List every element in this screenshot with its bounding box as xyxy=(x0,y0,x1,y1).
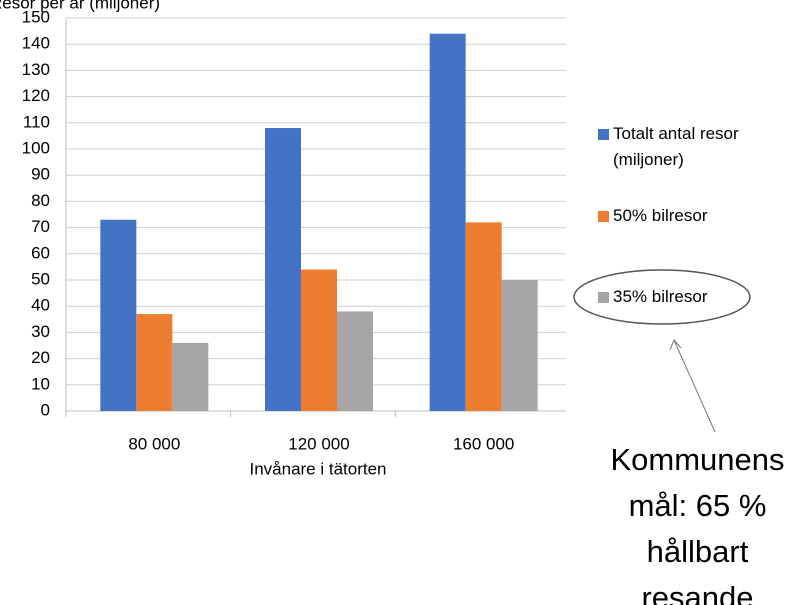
legend-label: 50% bilresor xyxy=(613,206,708,225)
legend-label: 35% bilresor xyxy=(613,287,708,306)
x-tick-label: 80 000 xyxy=(128,434,180,453)
y-tick-label: 90 xyxy=(31,165,50,184)
bar xyxy=(172,342,209,411)
y-tick-label: 0 xyxy=(41,400,50,419)
arrow-head xyxy=(669,339,682,351)
annotation: Kommunens mål: 65 % hållbart resande xyxy=(610,442,785,605)
legend-label: Totalt antal resor (miljoner) xyxy=(613,124,739,169)
y-tick-label: 20 xyxy=(31,348,50,367)
y-tick-label: 140 xyxy=(22,34,50,53)
bar xyxy=(100,219,137,411)
y-tick-label: 120 xyxy=(22,86,50,105)
bar xyxy=(429,33,466,411)
y-tick-label: 110 xyxy=(23,112,50,131)
y-tick-label: 60 xyxy=(31,243,50,262)
x-axis-title: Invånare i tätorten xyxy=(249,459,386,478)
y-tick-label: 30 xyxy=(31,322,50,341)
bar xyxy=(465,222,502,411)
bar xyxy=(337,311,373,411)
highlight-ellipse xyxy=(573,269,751,325)
y-tick-label: 150 xyxy=(22,7,50,26)
x-tick-label: 120 000 xyxy=(288,434,349,453)
legend-swatch xyxy=(598,292,609,303)
bar xyxy=(301,269,337,411)
y-tick-label: 10 xyxy=(31,374,50,393)
y-axis-title: Resor per år (miljoner) xyxy=(0,0,160,12)
annotation-arrow xyxy=(673,339,716,433)
y-tick-label: 100 xyxy=(22,138,50,157)
x-tick-label: 160 000 xyxy=(453,434,514,453)
y-tick-label: 70 xyxy=(31,217,50,236)
bar xyxy=(265,128,301,412)
bar xyxy=(501,280,538,411)
bar xyxy=(136,314,173,411)
y-tick-label: 130 xyxy=(22,60,50,79)
legend-swatch xyxy=(598,129,609,140)
y-tick-label: 80 xyxy=(31,191,50,210)
y-tick-label: 50 xyxy=(31,269,50,288)
legend-swatch xyxy=(598,211,609,222)
y-tick-label: 40 xyxy=(31,296,50,315)
